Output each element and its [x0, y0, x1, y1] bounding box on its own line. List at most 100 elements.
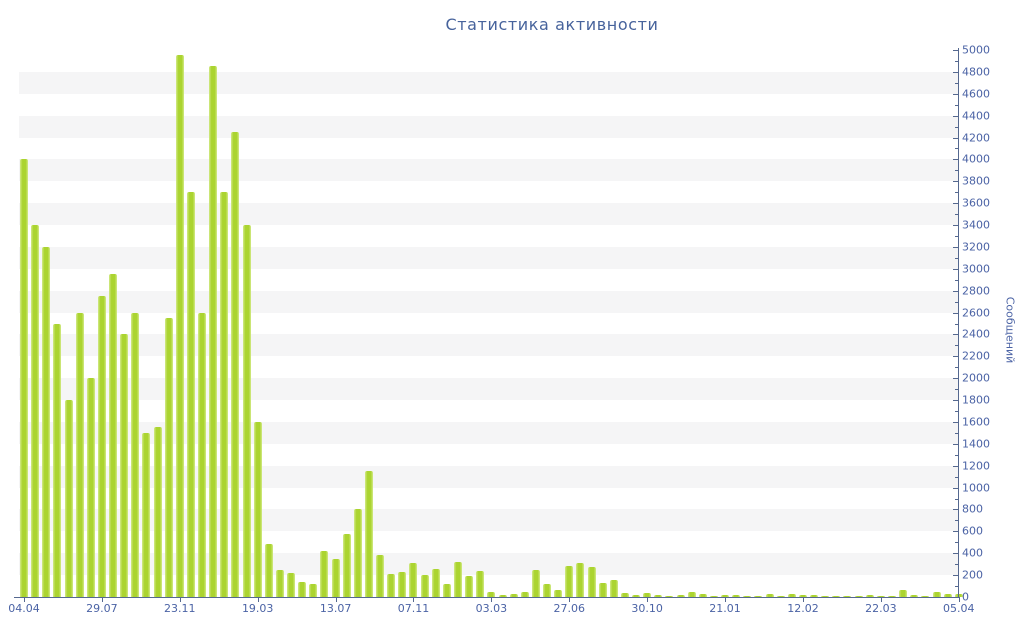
- grid-band: [19, 334, 958, 357]
- bar: [654, 595, 663, 597]
- y-axis-tick-label: 3200: [962, 240, 990, 254]
- y-axis-tick-label: 2200: [962, 349, 990, 363]
- grid-band: [19, 203, 958, 226]
- y-axis-minor-tick: [955, 279, 958, 281]
- y-axis-tick-label: 3800: [962, 174, 990, 188]
- x-axis-tick: [802, 597, 804, 602]
- y-axis-tick-label: 2600: [962, 306, 990, 320]
- y-axis-major-tick: [953, 509, 958, 511]
- bar: [320, 551, 329, 597]
- x-axis-tick: [647, 597, 649, 602]
- grid-band: [19, 159, 958, 182]
- bar: [821, 595, 830, 597]
- bar: [687, 591, 696, 597]
- x-axis-tick: [880, 597, 882, 602]
- bar: [598, 582, 607, 597]
- bar: [665, 595, 674, 597]
- y-axis-tick-label: 4000: [962, 152, 990, 166]
- bar: [409, 563, 418, 597]
- x-axis-tick: [24, 597, 25, 602]
- y-axis-minor-tick: [955, 498, 958, 500]
- bar: [509, 593, 518, 597]
- x-axis-tick-label: 12.02: [787, 602, 819, 615]
- bar: [242, 225, 251, 597]
- y-axis-major-tick: [953, 268, 958, 270]
- bar: [776, 595, 785, 597]
- bar: [376, 555, 385, 597]
- x-axis-tick: [725, 597, 727, 602]
- x-axis-tick: [101, 597, 103, 602]
- bar: [609, 579, 618, 597]
- bar: [298, 581, 307, 597]
- x-axis-tick: [179, 597, 181, 602]
- y-axis-minor-tick: [955, 367, 958, 369]
- x-axis-tick-label: 23.11: [164, 602, 196, 615]
- y-axis-tick-label: 3000: [962, 262, 990, 276]
- bar: [86, 378, 95, 597]
- y-axis-major-tick: [953, 487, 958, 489]
- bar: [787, 593, 796, 597]
- bar: [75, 312, 84, 597]
- bar: [287, 572, 296, 597]
- y-axis-tick-label: 4800: [962, 65, 990, 79]
- y-axis-tick-label: 3400: [962, 218, 990, 232]
- bar: [676, 594, 685, 597]
- x-axis-tick-label: 22.03: [865, 602, 897, 615]
- bar: [420, 575, 429, 597]
- bar: [42, 246, 51, 597]
- y-axis-major-tick: [953, 203, 958, 205]
- y-axis-major-tick: [953, 400, 958, 402]
- y-axis-tick-label: 1000: [962, 481, 990, 495]
- y-axis-minor-tick: [955, 235, 958, 237]
- bar: [554, 590, 563, 597]
- bar: [754, 595, 763, 597]
- bar: [643, 592, 652, 597]
- x-axis-tick: [491, 597, 493, 602]
- x-axis-tick-label: 21.01: [709, 602, 741, 615]
- x-axis-tick-label: 30.10: [631, 602, 663, 615]
- y-axis-minor-tick: [955, 586, 958, 588]
- bar: [442, 583, 451, 597]
- bar: [20, 159, 28, 597]
- y-axis-minor-tick: [955, 214, 958, 216]
- y-axis-tick-label: 1600: [962, 415, 990, 429]
- bar: [131, 312, 140, 597]
- bar: [943, 593, 952, 597]
- y-axis-tick-label: 4400: [962, 109, 990, 123]
- y-axis-major-tick: [953, 137, 958, 139]
- y-axis-tick-label: 5000: [962, 43, 990, 57]
- bar: [698, 594, 707, 597]
- bar: [543, 583, 552, 597]
- bar: [264, 544, 273, 597]
- y-axis-major-tick: [953, 378, 958, 380]
- x-axis-tick-label: 27.06: [553, 602, 586, 615]
- bar: [231, 132, 240, 597]
- bar: [153, 427, 162, 597]
- x-axis-tick-label: 13.07: [319, 602, 352, 615]
- y-axis-minor-tick: [955, 301, 958, 303]
- y-axis-minor-tick: [955, 126, 958, 128]
- y-axis-major-tick: [953, 421, 958, 423]
- y-axis-tick-label: 3600: [962, 196, 990, 210]
- y-axis-major-tick: [953, 553, 958, 555]
- y-axis-major-tick: [953, 71, 958, 73]
- y-axis-tick-label: 2800: [962, 284, 990, 298]
- bar: [209, 66, 218, 597]
- bar: [142, 432, 151, 597]
- bar: [220, 192, 229, 597]
- bar: [632, 594, 641, 597]
- bar: [398, 571, 407, 597]
- y-axis-tick-label: 800: [962, 502, 983, 516]
- y-axis-major-tick: [953, 334, 958, 336]
- grid-band: [19, 378, 958, 401]
- y-axis-line: [958, 48, 959, 598]
- x-axis-tick: [958, 597, 960, 602]
- y-axis-tick-label: 2000: [962, 371, 990, 385]
- y-axis-tick-label: 0: [962, 590, 969, 604]
- y-axis-minor-tick: [955, 520, 958, 522]
- bar: [910, 595, 919, 597]
- y-axis-tick-label: 2400: [962, 327, 990, 341]
- bar: [465, 576, 474, 597]
- bar: [765, 594, 774, 597]
